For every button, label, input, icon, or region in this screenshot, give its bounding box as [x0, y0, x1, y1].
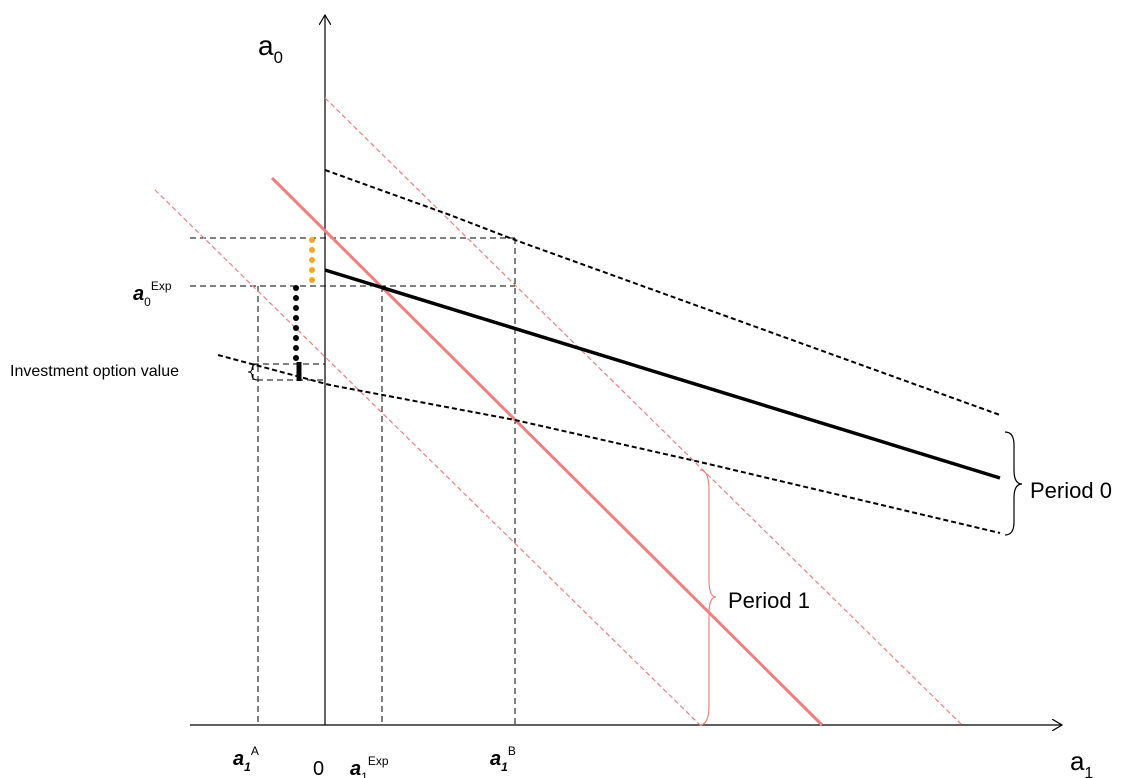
- period1-line: [270, 176, 824, 727]
- label-part: a: [350, 758, 361, 778]
- option-brace: [247, 363, 259, 381]
- label-part: a: [233, 748, 244, 770]
- period1-label: Period 1: [728, 588, 810, 613]
- label-part: a: [490, 748, 501, 770]
- x-axis-label: a1: [1070, 746, 1093, 778]
- period0-upper: [324, 169, 1001, 416]
- x-marker: a1Exp: [350, 754, 389, 778]
- label-part: 1: [244, 760, 251, 774]
- period1-upper: [324, 97, 963, 726]
- label-part: 1: [501, 760, 508, 774]
- label-part: 0: [144, 295, 151, 309]
- label-part: A: [251, 744, 259, 758]
- x-marker: a1B: [490, 744, 516, 774]
- label-part: B: [508, 744, 516, 758]
- guides: [190, 237, 516, 725]
- option-label: Investment option value: [10, 363, 179, 380]
- period1-lower: [154, 189, 701, 726]
- label-part: 1: [1084, 765, 1093, 778]
- origin-label: 0: [313, 758, 324, 778]
- black-dots: [293, 285, 299, 361]
- y-marker: a0Exp: [133, 279, 172, 309]
- period0-brace: [1004, 431, 1023, 536]
- label-part: a: [1070, 746, 1085, 776]
- period0-line: [324, 268, 1001, 480]
- label-part: a: [133, 283, 144, 305]
- period0-lower: [217, 354, 1001, 534]
- label-part: a: [258, 30, 274, 61]
- x-marker: a1A: [233, 744, 259, 774]
- period1-brace: [699, 469, 717, 726]
- label-part: Exp: [151, 279, 172, 293]
- orange-dots: [309, 237, 315, 283]
- y-axis-label: a0: [258, 30, 283, 67]
- label-part: 0: [274, 48, 283, 67]
- label-part: 1: [361, 770, 368, 778]
- label-part: Exp: [368, 754, 389, 768]
- period0-label: Period 0: [1030, 478, 1112, 503]
